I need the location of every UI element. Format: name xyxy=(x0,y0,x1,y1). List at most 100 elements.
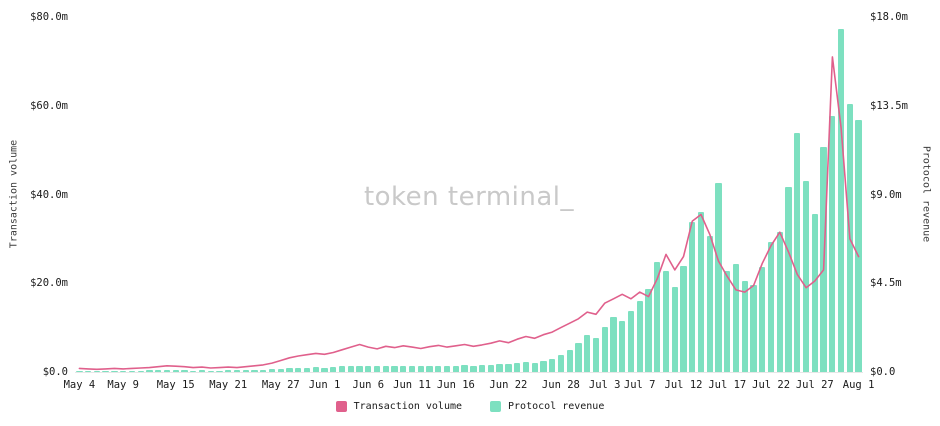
bar-jul-24[interactable] xyxy=(785,186,792,372)
bar-jul-1[interactable] xyxy=(584,334,591,372)
x-axis-tick-aug-1: Aug 1 xyxy=(842,379,875,391)
bar-jul-29[interactable] xyxy=(829,115,836,372)
bar-jun-21[interactable] xyxy=(496,363,503,372)
bar-may-16[interactable] xyxy=(181,370,188,372)
bar-jun-15[interactable] xyxy=(443,366,451,372)
bar-jun-28[interactable] xyxy=(557,355,565,372)
bar-jun-5[interactable] xyxy=(356,365,363,372)
bar-jul-5[interactable] xyxy=(619,320,626,372)
plot-area[interactable] xyxy=(75,17,863,373)
bar-jun-10[interactable] xyxy=(400,365,407,372)
bar-jun-9[interactable] xyxy=(391,366,398,372)
bar-jul-18[interactable] xyxy=(732,263,740,372)
bar-may-31[interactable] xyxy=(312,367,319,372)
protocol-revenue-swatch xyxy=(490,401,502,412)
bar-jun-26[interactable] xyxy=(540,361,547,372)
right-axis-tick: $9.0m xyxy=(870,188,902,201)
bar-may-7[interactable] xyxy=(102,370,109,372)
bar-jun-4[interactable] xyxy=(347,366,354,372)
bar-jul-4[interactable] xyxy=(610,316,617,372)
bar-jun-23[interactable] xyxy=(514,363,521,372)
bar-jun-19[interactable] xyxy=(478,365,486,372)
bar-jun-1[interactable] xyxy=(321,367,328,372)
bar-jul-23[interactable] xyxy=(776,231,783,372)
bar-may-17[interactable] xyxy=(190,370,197,372)
bar-may-19[interactable] xyxy=(207,370,214,372)
bar-aug-1[interactable] xyxy=(855,119,862,372)
bar-jul-14[interactable] xyxy=(697,212,705,372)
bar-may-21[interactable] xyxy=(225,370,232,372)
x-axis-tick-jul-12: Jul 12 xyxy=(664,379,703,391)
bar-may-14[interactable] xyxy=(163,370,171,372)
bar-jul-15[interactable] xyxy=(706,235,713,372)
bar-may-28[interactable] xyxy=(286,368,293,372)
bar-jun-2[interactable] xyxy=(330,367,337,372)
bar-jul-6[interactable] xyxy=(627,310,635,372)
bar-may-30[interactable] xyxy=(303,367,311,372)
x-axis-tick-jun-22: Jun 22 xyxy=(489,379,528,391)
bar-may-13[interactable] xyxy=(155,370,162,372)
bar-jul-13[interactable] xyxy=(689,222,696,372)
bar-jun-12[interactable] xyxy=(417,366,424,372)
bar-jul-12[interactable] xyxy=(680,265,687,372)
legend-item-transaction-volume[interactable]: Transaction volume xyxy=(335,401,462,412)
bar-jul-16[interactable] xyxy=(715,182,722,372)
x-axis-tick-may-4: May 4 xyxy=(63,379,96,391)
bar-jun-7[interactable] xyxy=(373,366,381,372)
bar-jun-8[interactable] xyxy=(382,366,389,372)
bar-may-22[interactable] xyxy=(233,370,241,372)
bar-jul-10[interactable] xyxy=(662,271,670,372)
left-axis-tick: $60.0m xyxy=(30,99,68,112)
bar-may-6[interactable] xyxy=(93,371,101,372)
bar-may-18[interactable] xyxy=(198,370,206,372)
bar-jun-22[interactable] xyxy=(505,364,512,372)
bar-may-29[interactable] xyxy=(295,368,302,372)
bar-jun-17[interactable] xyxy=(461,365,468,372)
bar-jul-20[interactable] xyxy=(750,285,757,372)
bar-jun-18[interactable] xyxy=(470,365,477,372)
bar-jun-27[interactable] xyxy=(549,359,556,372)
bar-may-27[interactable] xyxy=(277,368,284,372)
bar-jul-30[interactable] xyxy=(837,28,845,372)
bar-may-10[interactable] xyxy=(128,370,136,372)
bar-jul-17[interactable] xyxy=(724,271,731,372)
bar-may-5[interactable] xyxy=(84,371,92,372)
bar-jul-27[interactable] xyxy=(811,214,818,372)
bar-jun-30[interactable] xyxy=(575,343,582,372)
bar-may-4[interactable] xyxy=(76,370,83,372)
bar-may-8[interactable] xyxy=(111,370,118,372)
bar-jun-6[interactable] xyxy=(365,366,372,372)
bar-jun-13[interactable] xyxy=(426,366,433,372)
bar-jun-29[interactable] xyxy=(566,350,573,372)
bar-jul-8[interactable] xyxy=(645,289,652,372)
bar-may-15[interactable] xyxy=(172,370,179,372)
x-axis-tick-jul-27: Jul 27 xyxy=(795,379,834,391)
bar-may-20[interactable] xyxy=(216,370,223,372)
legend-item-protocol-revenue[interactable]: Protocol revenue xyxy=(490,401,604,412)
bar-may-12[interactable] xyxy=(146,370,153,372)
bar-jun-20[interactable] xyxy=(487,364,495,372)
bar-jul-3[interactable] xyxy=(601,326,608,372)
bar-may-24[interactable] xyxy=(251,370,258,372)
bar-jul-2[interactable] xyxy=(592,337,600,372)
bar-jun-24[interactable] xyxy=(522,362,530,372)
bar-jul-7[interactable] xyxy=(636,301,643,372)
bar-may-25[interactable] xyxy=(260,369,267,372)
bar-jun-16[interactable] xyxy=(452,365,459,372)
bar-may-9[interactable] xyxy=(120,371,127,372)
bar-jul-21[interactable] xyxy=(759,267,766,372)
bar-jun-3[interactable] xyxy=(338,366,346,372)
bar-may-23[interactable] xyxy=(242,370,249,372)
bar-jul-11[interactable] xyxy=(671,287,678,372)
transaction-volume-line[interactable] xyxy=(78,56,860,371)
bar-jun-11[interactable] xyxy=(408,366,416,372)
bar-jul-25[interactable] xyxy=(794,133,801,372)
bar-jul-19[interactable] xyxy=(741,281,748,372)
bar-may-11[interactable] xyxy=(137,370,144,372)
bar-jul-9[interactable] xyxy=(654,261,661,372)
bar-may-26[interactable] xyxy=(268,369,276,372)
bar-jun-25[interactable] xyxy=(531,362,538,372)
bar-jul-22[interactable] xyxy=(767,241,775,372)
bar-jun-14[interactable] xyxy=(435,365,442,372)
bar-jul-26[interactable] xyxy=(802,180,810,372)
